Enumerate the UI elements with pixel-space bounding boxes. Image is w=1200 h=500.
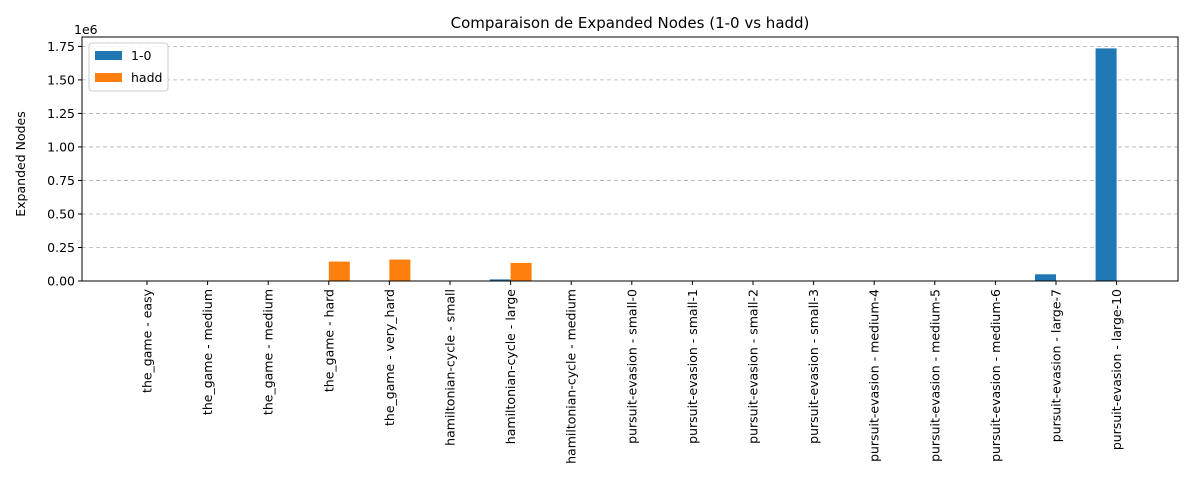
y-tick-label: 1.50: [47, 72, 75, 87]
bars: [126, 48, 1138, 282]
plot-frame: [81, 36, 1179, 282]
legend: 1-0 hadd: [88, 42, 169, 92]
bar-hadd: [328, 261, 350, 281]
y-tick-label: 0.50: [47, 206, 75, 221]
x-tick-label: the_game - medium: [261, 289, 276, 415]
y-offset-label: 1e6: [74, 22, 98, 37]
legend-label: hadd: [131, 70, 162, 85]
y-axis-ticks: 0.00 0.25 0.50 0.75 1.00 1.25 1.50 1.75: [47, 39, 82, 289]
x-tick-label: hamiltonian-cycle - medium: [564, 289, 579, 464]
bar-1-0: [1095, 48, 1117, 282]
gridlines: [82, 45, 1178, 282]
x-tick-label: pursuit-evasion - medium-6: [988, 289, 1003, 462]
x-tick-label: the_game - very_hard: [382, 289, 397, 426]
x-tick-label: pursuit-evasion - large-10: [1109, 289, 1124, 450]
y-axis-label: Expanded Nodes: [13, 111, 28, 216]
legend-swatch: [95, 73, 122, 82]
chart-title: Comparaison de Expanded Nodes (1-0 vs ha…: [451, 14, 810, 32]
x-tick-label: pursuit-evasion - small-3: [806, 289, 821, 444]
x-tick-label: hamiltonian-cycle - small: [443, 289, 458, 446]
bar-hadd: [389, 259, 411, 281]
x-tick-label: pursuit-evasion - large-7: [1049, 289, 1064, 442]
bar-1-0: [1035, 274, 1056, 281]
y-tick-label: 1.25: [47, 106, 75, 121]
y-tick-label: 0.00: [47, 274, 75, 289]
x-tick-label: the_game - medium: [200, 289, 215, 415]
y-tick-label: 1.00: [47, 139, 75, 154]
x-tick-label: the_game - easy: [140, 288, 155, 393]
y-tick-label: 0.25: [47, 240, 75, 255]
bar-hadd: [510, 262, 532, 281]
legend-label: 1-0: [131, 48, 151, 63]
x-axis-ticks: the_game - easy the_game - medium the_game…: [140, 281, 1124, 464]
x-tick-label: pursuit-evasion - medium-4: [867, 289, 882, 462]
x-tick-label: pursuit-evasion - small-2: [746, 289, 761, 444]
x-tick-label: pursuit-evasion - small-1: [685, 289, 700, 444]
legend-swatch: [95, 51, 122, 60]
y-tick-label: 1.75: [47, 39, 75, 54]
x-tick-label: pursuit-evasion - small-0: [624, 289, 639, 444]
bar-1-0: [489, 279, 511, 281]
y-tick-label: 0.75: [47, 173, 75, 188]
x-tick-label: pursuit-evasion - medium-5: [927, 289, 942, 462]
x-tick-label: the_game - hard: [321, 289, 336, 392]
x-tick-label: hamiltonian-cycle - large: [503, 289, 518, 444]
